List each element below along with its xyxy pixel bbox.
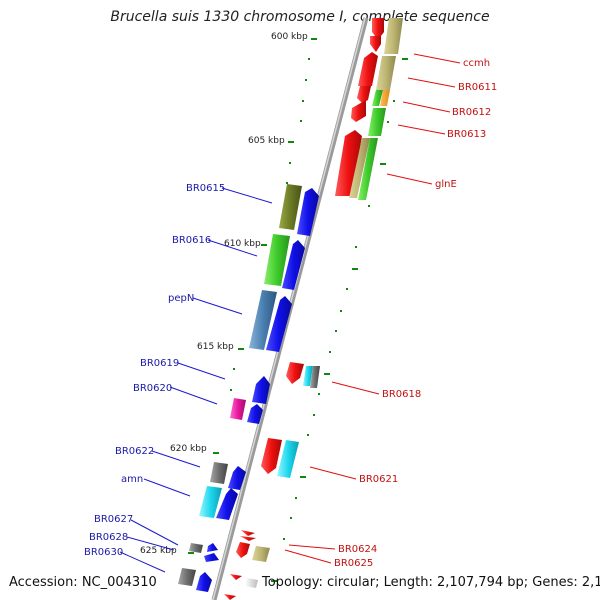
gene-label-br0616[interactable]: BR0616 [172, 235, 211, 246]
kbp-label-605: 605 kbp [248, 136, 285, 146]
gene-block-br0618-gray[interactable] [310, 366, 320, 388]
gene-arrow-br0622-blue[interactable] [228, 466, 246, 490]
gene-arrow-br0615-blue[interactable] [297, 188, 319, 236]
gene-label-amn[interactable]: amn [121, 474, 143, 485]
gene-arrow-amn-blue[interactable] [216, 488, 238, 520]
gene-block-br0621-cyan[interactable] [277, 440, 299, 478]
kbp-label-610: 610 kbp [224, 239, 261, 249]
gene-label-ccmh[interactable]: ccmh [463, 58, 490, 69]
gene-block-br0627-gray[interactable] [189, 543, 203, 553]
kbp-label-625: 625 kbp [140, 546, 177, 556]
gene-features-right-top [335, 18, 403, 200]
gene-block-br0616-green[interactable] [264, 234, 290, 286]
gene-label-br0627[interactable]: BR0627 [94, 514, 133, 525]
gene-label-br0613[interactable]: BR0613 [447, 129, 486, 140]
gene-label-br0628[interactable]: BR0628 [89, 532, 128, 543]
gene-block-pepn-steel[interactable] [249, 290, 277, 350]
gene-label-br0622[interactable]: BR0622 [115, 446, 154, 457]
gene-arrow-br0616-blue[interactable] [282, 240, 305, 290]
gene-label-br0619[interactable]: BR0619 [140, 358, 179, 369]
gene-arrow-br0630-blue[interactable] [196, 572, 212, 592]
gene-block-br0630-gray[interactable] [178, 568, 196, 586]
gene-label-br0624[interactable]: BR0624 [338, 544, 377, 555]
kbp-label-600: 600 kbp [271, 32, 308, 42]
gene-label-glne[interactable]: glnE [435, 179, 457, 190]
gene-block-glne-green[interactable] [358, 138, 378, 200]
gene-arrow-top-red-2[interactable] [370, 36, 381, 52]
gene-arrow-pepn-blue[interactable] [266, 296, 292, 352]
gene-block-br0625-khaki[interactable] [252, 546, 270, 562]
gene-block-amn-cyan[interactable] [199, 486, 222, 518]
gene-arrow-br0627-blue[interactable] [207, 543, 218, 552]
gene-block-br0620-magenta[interactable] [230, 398, 246, 420]
gene-block-bottom-white[interactable] [245, 578, 258, 588]
gene-label-br0630[interactable]: BR0630 [84, 547, 123, 558]
gene-arrow-br0611-red[interactable] [357, 86, 371, 103]
gene-arrow-br0620-blue[interactable] [247, 404, 263, 424]
gene-block-glne-khaki[interactable] [349, 138, 370, 198]
kbp-label-620: 620 kbp [170, 444, 207, 454]
gene-arrow-ccmh-red[interactable] [358, 52, 378, 86]
accession-text: Accession: NC_004310 [9, 575, 157, 590]
topology-text: Topology: circular; Length: 2,107,794 bp… [262, 575, 600, 590]
gene-block-br0622-gray[interactable] [210, 462, 228, 484]
gene-arrow-top-red-1[interactable] [372, 18, 384, 40]
ruler-ticks [188, 38, 408, 582]
gene-arrow-br0618-red[interactable] [286, 362, 304, 384]
gene-arrow-br0612-red[interactable] [351, 100, 366, 122]
gene-arrow-br0625-red[interactable] [236, 542, 250, 558]
gene-block-br0612-green[interactable] [372, 90, 383, 106]
gene-label-br0625[interactable]: BR0625 [334, 558, 373, 569]
gene-arrow-br0624-red[interactable] [241, 530, 255, 536]
gene-block-br0615-olive[interactable] [279, 184, 302, 230]
gene-arrow-bottom-red-2[interactable] [224, 594, 236, 600]
gene-label-br0621[interactable]: BR0621 [359, 474, 398, 485]
gene-features-left [178, 184, 319, 592]
gene-label-pepn[interactable]: pepN [168, 293, 194, 304]
gene-label-br0615[interactable]: BR0615 [186, 183, 225, 194]
gene-arrow-bottom-red[interactable] [230, 574, 242, 580]
gene-label-br0620[interactable]: BR0620 [133, 383, 172, 394]
gene-arrow-br0628-blue[interactable] [204, 553, 219, 562]
gene-arrow-br0621-red[interactable] [261, 438, 282, 474]
gene-arrow-br0619-blue[interactable] [252, 376, 270, 404]
gene-block-br0613-green[interactable] [368, 108, 386, 136]
gene-label-br0612[interactable]: BR0612 [452, 107, 491, 118]
gene-block-br0611-khaki[interactable] [376, 56, 396, 90]
leader-lines-right [284, 53, 461, 564]
gene-label-br0618[interactable]: BR0618 [382, 389, 421, 400]
gene-arrow-br0624-red-2[interactable] [240, 536, 256, 541]
gene-label-br0611[interactable]: BR0611 [458, 82, 497, 93]
gene-block-br0612-orange[interactable] [380, 90, 390, 106]
gene-features-right-bottom [224, 362, 320, 600]
gene-arrow-glne-red[interactable] [335, 130, 362, 196]
gene-block-top-khaki[interactable] [384, 18, 403, 54]
leader-lines-left [119, 187, 273, 573]
gene-block-br0618-cyan[interactable] [303, 366, 313, 386]
kbp-label-615: 615 kbp [197, 342, 234, 352]
